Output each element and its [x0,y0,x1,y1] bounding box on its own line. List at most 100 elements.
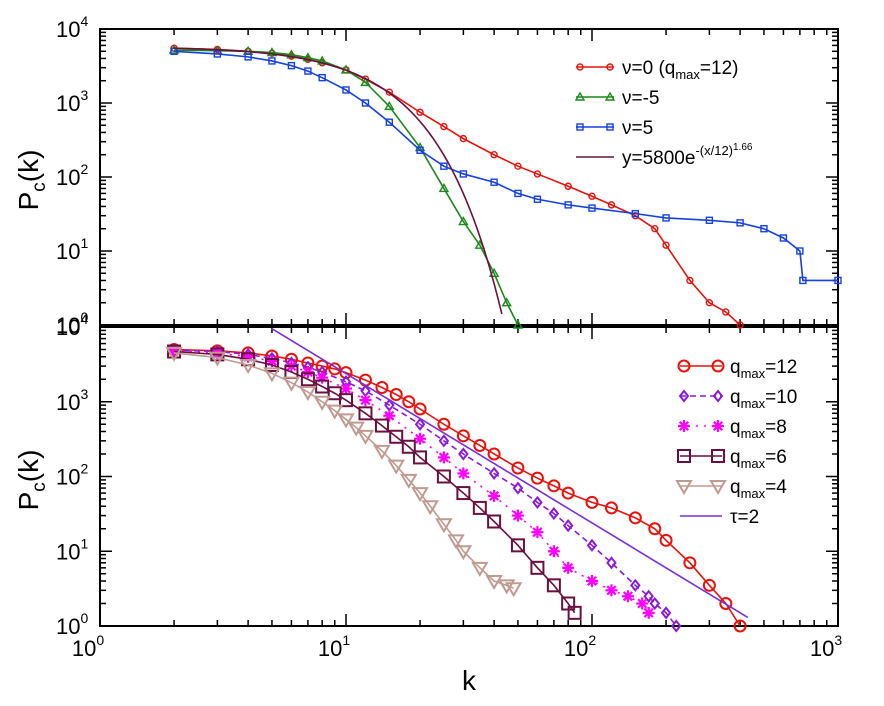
bottom-series-5 [271,327,749,619]
top-legend: ν=0 (qmax=12) ν=-5 ν=5 y=5800e-(x/12)1.66 [574,58,753,169]
top-legend-marker [606,123,614,131]
bottom-data-point [373,444,391,460]
bottom-data-point [358,406,373,421]
top-data-point [168,44,180,54]
bottom-data-point [264,358,279,373]
bottom-data-point [456,429,470,443]
top-data-point [588,204,596,212]
bottom-data-point [606,556,617,570]
top-data-point [722,308,730,316]
bottom-data-point [585,495,599,509]
top-data-point [834,276,842,285]
bottom-data-point [299,386,317,401]
bottom-data-point [670,619,682,633]
bottom-data-point [605,584,618,597]
top-data-point [799,276,807,285]
top-data-point [490,151,498,159]
bottom-data-point [340,382,352,395]
bottom-data-point [339,393,353,408]
top-legend-label: ν=5 [622,118,653,139]
bottom-legend-marker [677,449,691,463]
bottom-data-point [447,534,465,550]
bottom-data-point [487,447,501,461]
bottom-legend-marker [675,480,693,495]
bottom-data-point [389,388,403,402]
top-y-axis-label: Pc(k) [13,150,50,211]
bottom-data-point [485,574,503,590]
top-data-point [501,297,512,307]
top-data-point [736,219,744,227]
top-data-point [302,52,314,62]
top-data-point [533,195,542,203]
bottom-data-point [301,366,314,379]
bottom-data-point [487,514,502,529]
bottom-data-point [562,561,575,574]
top-data-point [760,225,768,233]
bottom-y-axis-label: Pc(k) [13,450,50,511]
bottom-y-tick-label: 102 [56,461,88,490]
bottom-data-point [413,450,428,465]
bottom-data-point [512,481,524,495]
top-panel-plot-area [168,44,842,329]
bottom-y-tick-label: 100 [56,610,88,639]
top-legend-marker [576,63,584,71]
bottom-data-point [604,501,618,515]
bottom-panel-frame [99,326,839,627]
bottom-data-point [402,395,416,409]
bottom-data-point [471,561,489,577]
top-data-point [416,108,424,116]
top-data-point [459,134,468,143]
bottom-x-tick-label: 103 [810,632,842,661]
top-legend-marker [606,63,614,71]
top-data-point [705,216,714,224]
bottom-data-point [504,582,523,598]
bottom-data-point [326,404,344,420]
bottom-data-point [263,367,281,383]
top-data-point [438,183,450,193]
bottom-data-point [530,471,544,485]
top-data-point [490,178,498,186]
top-y-tick-label: 103 [56,87,88,116]
bottom-data-point [401,439,416,454]
bottom-legend-entry: qmax=12 [677,357,797,381]
top-data-point [318,73,326,82]
bottom-data-point [649,596,661,611]
bottom-data-point [457,467,470,480]
bottom-data-point [359,394,372,407]
bottom-data-point [547,545,560,558]
bottom-data-point [546,578,561,593]
top-data-point [564,182,572,190]
bottom-data-point [511,509,524,522]
bottom-legend-marker [712,420,724,432]
bottom-data-point [437,417,451,431]
bottom-data-point [497,579,516,595]
bottom-data-point [337,413,355,429]
top-data-point [796,247,804,255]
top-data-point [488,267,500,277]
bottom-data-point [510,538,525,553]
bottom-legend: qmax=12 qmax=10 qmax=8 qmax=6 qmax=4 τ=2 [675,357,797,528]
bottom-data-point [702,578,716,592]
bottom-data-point [488,466,500,481]
bottom-legend-entry: qmax=6 [677,447,787,471]
top-data-point [385,88,394,96]
top-data-point [662,214,670,222]
bottom-data-point [421,500,439,516]
bottom-series-3 [167,344,582,620]
bottom-data-point [383,409,396,422]
bottom-data-point [437,451,450,464]
top-data-point [268,57,276,65]
bottom-legend-marker [677,359,691,373]
top-data-point [512,319,524,329]
top-data-point [514,189,522,198]
bottom-data-point [435,518,453,534]
top-series-2 [170,47,842,285]
bottom-data-point [628,511,642,525]
bottom-x-tick-label: 101 [318,632,350,661]
bottom-legend-label: qmax=4 [730,477,787,501]
top-series-line [174,49,519,326]
top-legend-entry: ν=0 (qmax=12) [576,58,738,82]
top-data-point [385,118,394,126]
top-data-point [361,99,370,107]
